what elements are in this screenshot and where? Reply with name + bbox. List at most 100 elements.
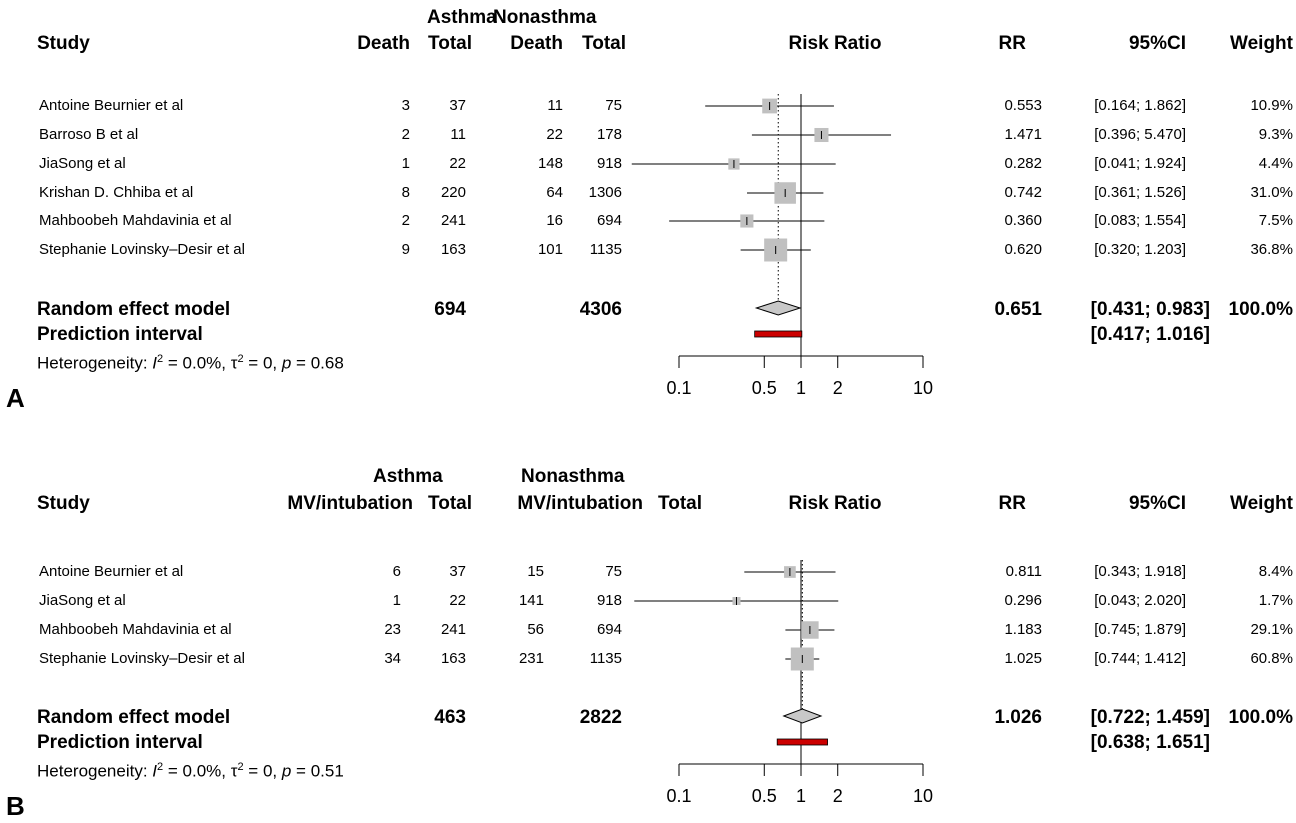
total-group2: 918 [596,155,622,172]
events-group1: 1 [401,155,410,172]
study-name: JiaSong et al [39,592,126,609]
events-group1: 6 [392,563,401,580]
prediction-label: Prediction interval [37,732,203,753]
forest-plot-area: 0.1 0.5 1 2 10 [634,560,933,806]
rr-value: 0.360 [1004,212,1042,229]
event1-header: Death [357,33,410,54]
group2-header: Nonasthma [521,466,625,487]
total-group1: 11 [450,126,466,143]
weight-value: 9.3% [1258,126,1293,143]
weight-header: Weight [1230,33,1293,54]
x-tick-label: 0.1 [666,378,691,398]
total1-header: Total [428,493,472,514]
study-header: Study [37,33,90,54]
weight-value: 7.5% [1258,212,1293,229]
total-group1: 22 [449,592,466,609]
rr-value: 0.742 [1004,184,1042,201]
total-group2: 75 [605,97,622,114]
total-group2: 694 [596,212,622,229]
rr-value: 1.025 [1004,650,1042,667]
study-name: Antoine Beurnier et al [39,563,184,580]
prediction-ci: [0.638; 1.651] [1090,732,1210,753]
total-group1: 37 [449,563,466,580]
rr-value: 0.811 [1005,563,1042,580]
heterogeneity-text: Heterogeneity: I2 = 0.0%, τ2 = 0, p = 0.… [37,353,344,373]
group1-header: Asthma [427,7,497,28]
summary-label: Random effect model [37,299,231,320]
x-tick-label: 1 [796,786,806,806]
study-row: Antoine Beurnier et al 3 37 11 75 0.553 … [0,98,1296,118]
summary-weight: 100.0% [1228,707,1293,728]
ci-header: 95%CI [1128,33,1186,54]
study-row: Antoine Beurnier et al 6 37 15 75 0.811 … [0,564,1296,584]
total-group2: 918 [596,592,622,609]
summary-ci: [0.722; 1.459] [1090,707,1210,728]
study-row: JiaSong et al 1 22 148 918 0.282 [0.041;… [0,156,1296,176]
rr-value: 0.296 [1004,592,1042,609]
risk-ratio-header: Risk Ratio [788,493,882,514]
study-name: Stephanie Lovinsky–Desir et al [39,241,245,258]
events-group2: 101 [537,241,563,258]
ci-value: [0.361; 1.526] [1094,184,1186,201]
events-group1: 2 [401,212,410,229]
ci-value: [0.343; 1.918] [1094,563,1186,580]
total-group1: 220 [440,184,466,201]
study-name: JiaSong et al [39,155,126,172]
rr-value: 1.471 [1004,126,1042,143]
events-group2: 22 [546,126,563,143]
rr-value: 0.620 [1004,241,1042,258]
total-group1: 163 [440,241,466,258]
study-row: Krishan D. Chhiba et al 8 220 64 1306 0.… [0,185,1296,205]
x-tick-label: 2 [833,786,843,806]
weight-value: 10.9% [1250,97,1293,114]
forest-plot-a: Asthma Nonasthma Study Death Total Death… [0,7,1296,413]
summary-rr: 1.026 [994,707,1042,728]
group2-header: Nonasthma [493,7,597,28]
x-tick-label: 0.1 [666,786,691,806]
events-group1: 23 [384,621,401,638]
total-group1: 163 [440,650,466,667]
weight-value: 4.4% [1258,155,1293,172]
total-group2: 178 [596,126,622,143]
risk-ratio-header: Risk Ratio [788,33,882,54]
total-group2: 1135 [589,241,622,258]
weight-value: 8.4% [1258,563,1293,580]
study-name: Krishan D. Chhiba et al [39,184,194,201]
study-name: Mahboobeh Mahdavinia et al [39,621,232,638]
ci-value: [0.041; 1.924] [1094,155,1186,172]
study-name: Mahboobeh Mahdavinia et al [39,212,232,229]
events-group2: 231 [518,650,544,667]
ci-value: [0.164; 1.862] [1094,97,1186,114]
x-tick-label: 1 [796,378,806,398]
events-group1: 3 [401,97,410,114]
x-tick-label: 2 [833,378,843,398]
total-group2: 75 [605,563,622,580]
ci-value: [0.396; 5.470] [1094,126,1186,143]
panel-label: A [6,383,25,413]
ci-value: [0.744; 1.412] [1094,650,1186,667]
events-group1: 8 [401,184,410,201]
panel-label: B [6,791,25,821]
group1-header: Asthma [373,466,443,487]
weight-value: 29.1% [1250,621,1293,638]
prediction-label: Prediction interval [37,324,203,345]
study-header: Study [37,493,90,514]
x-tick-label: 10 [913,786,933,806]
study-row: Barroso B et al 2 11 22 178 1.471 [0.396… [0,127,1296,147]
weight-value: 60.8% [1250,650,1293,667]
summary-weight: 100.0% [1228,299,1293,320]
rr-value: 0.282 [1004,155,1042,172]
summary-diamond [782,708,823,724]
weight-value: 31.0% [1250,184,1293,201]
summary-total-group2: 4306 [579,299,622,320]
ci-value: [0.745; 1.879] [1094,621,1186,638]
study-row: JiaSong et al 1 22 141 918 0.296 [0.043;… [0,593,1296,613]
total-group1: 241 [440,212,466,229]
ci-header: 95%CI [1128,493,1186,514]
rr-header: RR [998,493,1026,514]
events-group2: 56 [527,621,544,638]
total-group2: 694 [596,621,622,638]
event2-header: MV/intubation [517,493,643,514]
weight-value: 1.7% [1258,592,1293,609]
ci-value: [0.083; 1.554] [1094,212,1186,229]
